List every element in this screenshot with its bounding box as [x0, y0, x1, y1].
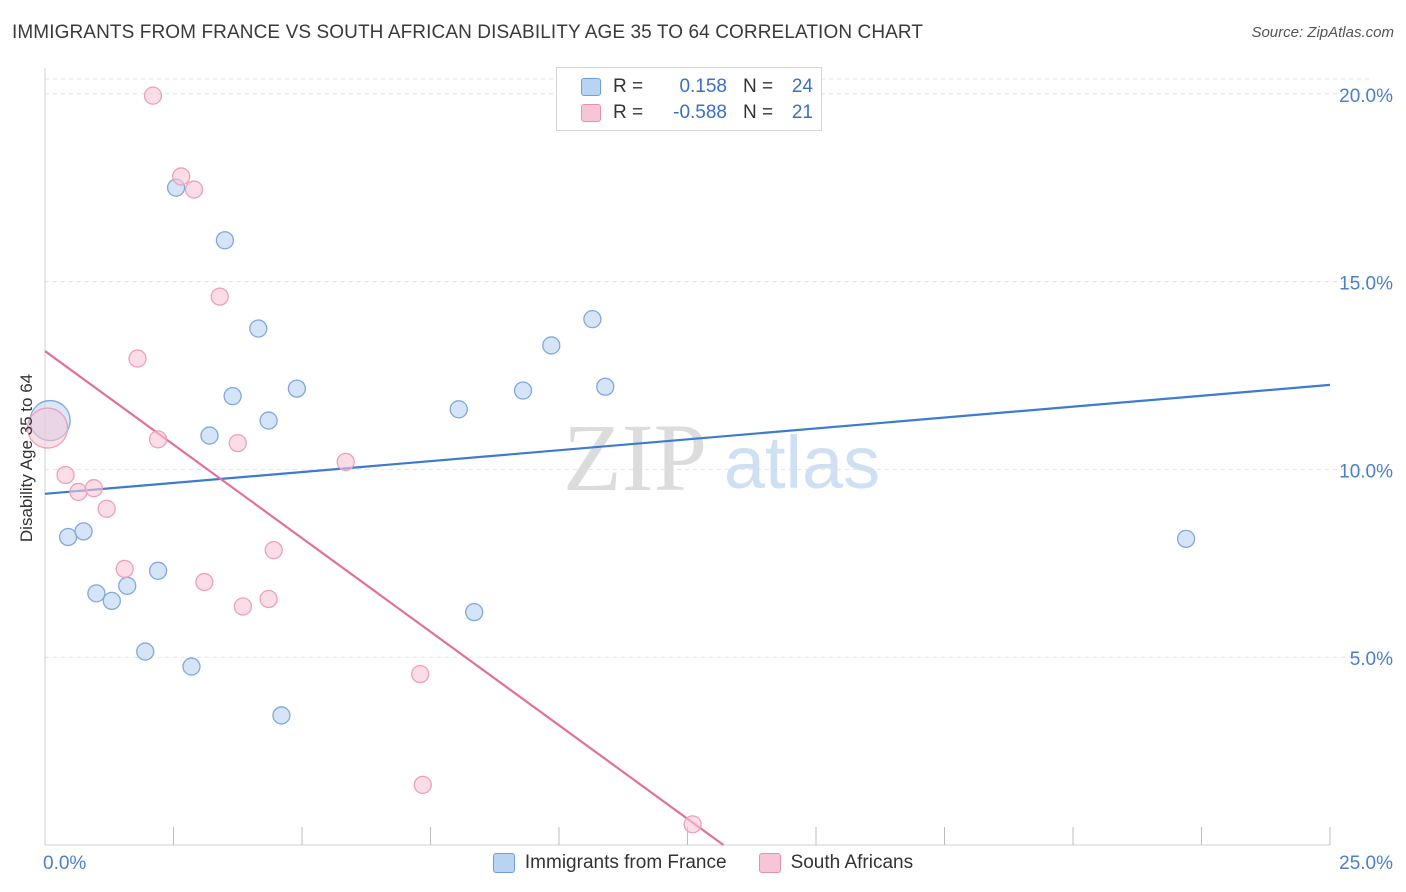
point-france — [215, 231, 235, 250]
point-south-africans — [172, 167, 191, 186]
point-france — [272, 706, 291, 725]
stats-legend: R = 0.158 N = 24 R = -0.588 N = 21 — [556, 67, 822, 131]
point-france — [87, 584, 106, 603]
source-label: Source: ZipAtlas.com — [1251, 24, 1394, 41]
point-france — [583, 309, 602, 329]
point-south-africans — [411, 664, 430, 684]
point-france — [182, 657, 201, 676]
point-south-africans — [195, 572, 214, 592]
legend-swatch-france — [492, 853, 515, 873]
point-france — [249, 319, 268, 338]
n-label: N = — [743, 102, 774, 123]
n-value: 24 — [791, 76, 813, 97]
legend-label-south-africans: South Africans — [790, 852, 914, 873]
point-south-africans — [413, 775, 432, 795]
point-france — [200, 426, 219, 445]
point-france — [1176, 529, 1196, 549]
y-axis-label: Disability Age 35 to 64 — [17, 373, 36, 543]
r-label: R = — [613, 76, 644, 97]
trend-line-france — [44, 383, 1331, 495]
point-france — [596, 377, 615, 396]
point-south-africans — [148, 430, 168, 449]
y-tick-label: 20.0% — [1339, 86, 1393, 107]
point-france — [465, 602, 484, 622]
point-france — [259, 411, 278, 430]
swatch-france — [581, 78, 601, 96]
point-south-africans — [264, 540, 283, 560]
point-south-africans — [69, 482, 88, 502]
point-france — [287, 379, 307, 398]
x-tick-label-max: 25.0% — [1339, 853, 1393, 874]
series-legend: Immigrants from France South Africans — [0, 852, 1406, 874]
y-tick-label: 10.0% — [1339, 461, 1393, 482]
point-france — [136, 642, 155, 661]
legend-swatch-south-africans — [758, 853, 781, 873]
point-south-africans — [97, 499, 116, 518]
point-south-africans — [259, 589, 278, 609]
point-south-africans — [228, 433, 247, 453]
tick-labels: 5.0% 10.0% 15.0% 20.0% 0.0% 25.0% — [43, 86, 1393, 874]
point-south-africans — [683, 815, 702, 834]
point-france — [74, 522, 93, 541]
n-label: N = — [743, 76, 774, 97]
point-south-africans — [143, 86, 163, 105]
stats-row-france: R = 0.158 N = 24 — [581, 75, 813, 99]
point-south-africans — [128, 349, 147, 368]
point-france — [223, 386, 242, 406]
r-label: R = — [613, 102, 644, 123]
point-france — [513, 381, 533, 400]
r-value: -0.588 — [673, 102, 727, 123]
stats-row-south-africans: R = -0.588 N = 21 — [581, 101, 813, 125]
n-value: 21 — [791, 102, 813, 123]
swatch-south-africans — [581, 104, 601, 122]
point-france — [102, 591, 121, 611]
point-south-africans — [26, 407, 69, 449]
point-south-africans — [184, 180, 204, 199]
point-france — [449, 400, 468, 419]
point-france — [542, 336, 561, 355]
point-france — [118, 576, 137, 595]
r-value: 0.158 — [679, 76, 727, 97]
x-tick-label-min: 0.0% — [43, 853, 86, 874]
y-tick-label: 15.0% — [1339, 274, 1393, 295]
grid — [45, 78, 1370, 658]
axes — [44, 68, 1331, 846]
legend-label-france: Immigrants from France — [524, 852, 727, 873]
point-france — [148, 561, 168, 580]
point-france — [58, 527, 78, 547]
point-south-africans — [84, 479, 103, 498]
chart-title: IMMIGRANTS FROM FRANCE VS SOUTH AFRICAN … — [12, 22, 924, 43]
watermark: ZIP atlas — [563, 404, 880, 511]
legend-item-france[interactable]: Immigrants from France — [492, 852, 727, 874]
point-south-africans — [233, 597, 253, 616]
point-south-africans — [336, 452, 355, 472]
legend-item-south-africans[interactable]: South Africans — [758, 852, 914, 874]
point-south-africans — [56, 465, 75, 485]
watermark-zip: ZIP — [563, 404, 707, 511]
data-points — [26, 86, 1196, 834]
point-south-africans — [115, 559, 134, 579]
point-south-africans — [210, 287, 229, 306]
y-tick-label: 5.0% — [1350, 649, 1393, 670]
